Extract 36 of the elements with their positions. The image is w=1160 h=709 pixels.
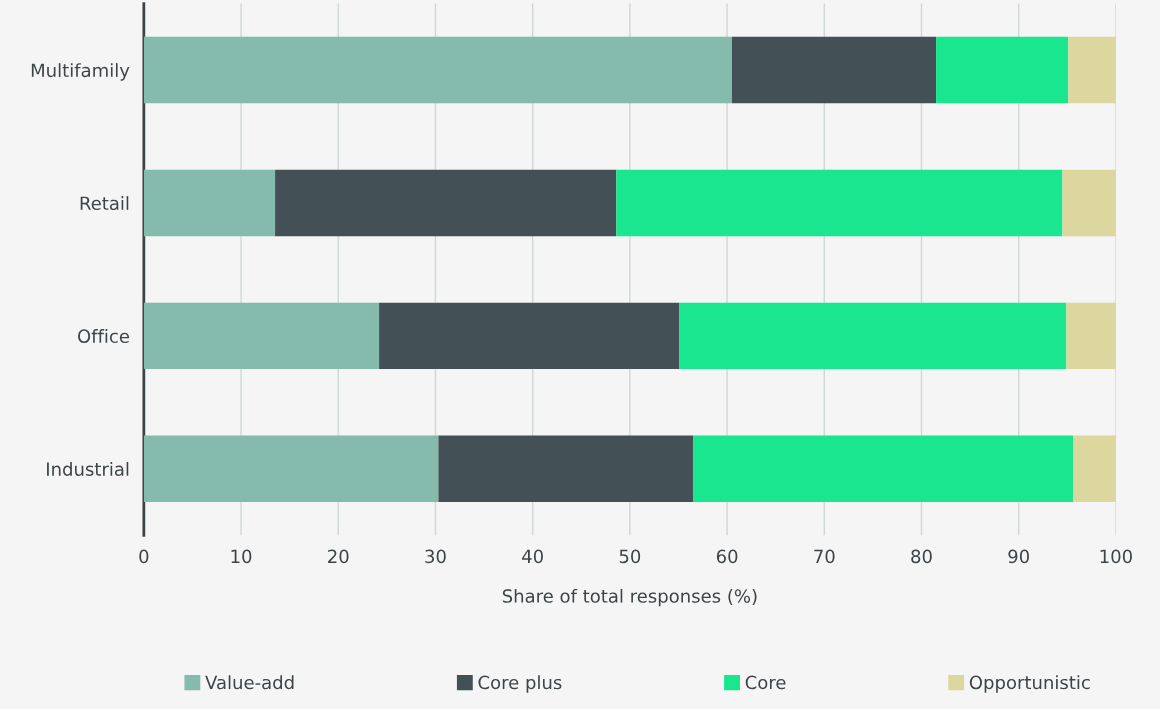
x-tick-label: 60: [716, 549, 738, 564]
bar: [379, 302, 680, 370]
x-tick-label: 30: [425, 549, 446, 564]
bar: [143, 302, 380, 370]
bar: [1073, 435, 1116, 503]
bar: [1066, 302, 1116, 370]
y-tick-label: Office: [77, 329, 129, 344]
legend-label: Core: [745, 675, 786, 690]
bar: [275, 169, 617, 237]
bar: [143, 36, 732, 104]
bar: [143, 169, 276, 237]
bar: [679, 302, 1067, 370]
x-tick-label: 90: [1008, 549, 1029, 564]
bar: [731, 36, 937, 104]
legend-label: Value-add: [205, 675, 294, 690]
x-tick-label: 10: [231, 549, 252, 564]
x-tick-label: 70: [814, 549, 835, 564]
x-tick-label: 80: [911, 549, 932, 564]
bar: [1068, 36, 1116, 104]
y-tick-label: Retail: [80, 196, 129, 211]
x-tick-label: 0: [139, 549, 149, 564]
legend-label: Opportunistic: [969, 675, 1090, 693]
x-axis-title: Share of total responses (%): [502, 588, 757, 607]
y-tick-label: Multifamily: [31, 63, 130, 81]
x-tick-label: 50: [619, 549, 641, 564]
x-tick-label: 40: [522, 549, 543, 564]
bar: [143, 435, 439, 503]
bar: [693, 435, 1074, 503]
bar: [438, 435, 694, 503]
x-tick-label: 100: [1100, 549, 1132, 564]
bar: [936, 36, 1069, 104]
bar: [616, 169, 1063, 237]
legend-label: Core plus: [478, 675, 562, 693]
y-tick-label: Industrial: [47, 461, 129, 476]
bar: [1062, 169, 1116, 237]
x-tick-label: 20: [328, 549, 349, 564]
